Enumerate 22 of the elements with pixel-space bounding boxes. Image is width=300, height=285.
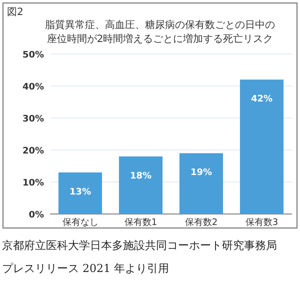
- y-tick-label: 20%: [22, 146, 44, 156]
- chart-title: 図2: [7, 7, 24, 18]
- data-label: 19%: [190, 168, 212, 178]
- bar: [118, 156, 163, 214]
- text: 京都府立医科大学日本多施設共同コーホート研究事務局: [2, 239, 277, 252]
- y-tick-label: 50%: [22, 50, 44, 60]
- chart-subtitle: 脂質異常症、高血圧、糖尿病の保有数ごとの日中の座位時間が2時間増えるごとに増加する死亡リスク: [45, 19, 275, 45]
- bar: [179, 153, 224, 214]
- data-label: 13%: [69, 187, 92, 198]
- text: プレスリリース 2021 年より引用: [2, 262, 169, 275]
- x-tick-label: 保有数1: [124, 217, 158, 228]
- data-label: 42%: [250, 94, 273, 105]
- x-tick-label: 保有なし: [62, 217, 98, 228]
- x-tick-label: 保有数2: [184, 217, 218, 228]
- y-tick-label: 10%: [22, 178, 44, 188]
- bar: [58, 172, 102, 214]
- x-tick-label: 保有数3: [245, 217, 278, 228]
- y-tick-label: 30%: [22, 114, 44, 124]
- data-label: 18%: [130, 171, 152, 182]
- bar: [240, 80, 284, 214]
- y-tick-label: 0%: [28, 210, 44, 220]
- y-tick-label: 40%: [22, 82, 44, 92]
